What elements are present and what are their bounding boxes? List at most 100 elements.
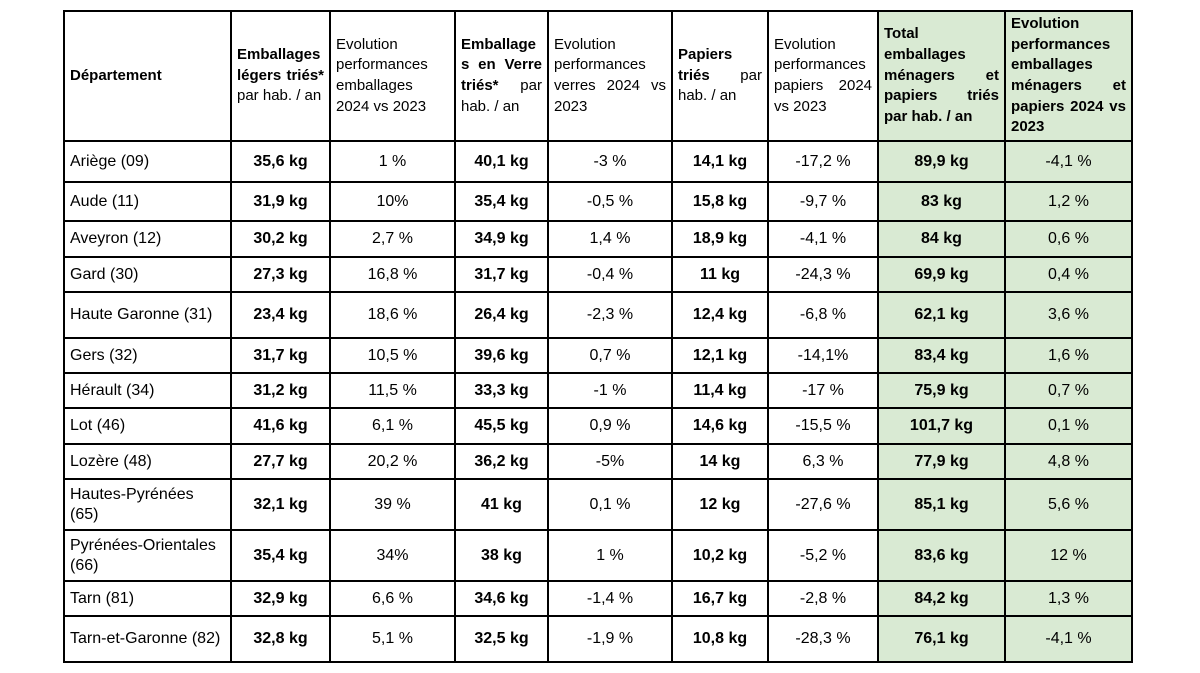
column-header-emballages_legers_tries: Emballages légers triés* par hab. / an xyxy=(230,9,331,143)
cell-departement-row12: Tarn-et-Garonne (82) xyxy=(63,615,232,664)
cell-emballages_verre_tries-row4: 26,4 kg xyxy=(454,291,549,340)
cell-emballages_legers_tries-row11: 32,9 kg xyxy=(230,580,331,618)
cell-evolution_emballages-row11: 6,6 % xyxy=(329,580,456,618)
cell-evolution_total-row2: 0,6 % xyxy=(1004,220,1133,259)
table-row: Aveyron (12) 30,2 kg 2,7 % 34,9 kg 1,4 % 18,9… xyxy=(63,220,1133,259)
cell-evolution_papiers-row2: -4,1 % xyxy=(767,220,879,259)
cell-total_emballages_papiers-row7: 101,7 kg xyxy=(877,407,1006,446)
cell-departement-row5: Gers (32) xyxy=(63,337,232,375)
table-body: Ariège (09) 35,6 kg 1 % 40,1 kg -3 % 14,1 kg -… xyxy=(63,140,1133,664)
table-row: Lozère (48) 27,7 kg 20,2 % 36,2 kg -5% 14 kg 6… xyxy=(63,443,1133,481)
cell-evolution_emballages-row4: 18,6 % xyxy=(329,291,456,340)
cell-departement-row4: Haute Garonne (31) xyxy=(63,291,232,340)
cell-emballages_legers_tries-row0: 35,6 kg xyxy=(230,140,331,184)
cell-evolution_verres-row10: 1 % xyxy=(547,529,673,583)
cell-departement-row9: Hautes-Pyrénées (65) xyxy=(63,478,232,532)
column-header-bold-text: Papiers triés xyxy=(678,46,733,84)
cell-evolution_papiers-row7: -15,5 % xyxy=(767,407,879,446)
cell-emballages_verre_tries-row0: 40,1 kg xyxy=(454,140,549,184)
cell-evolution_verres-row5: 0,7 % xyxy=(547,337,673,375)
cell-evolution_verres-row12: -1,9 % xyxy=(547,615,673,664)
cell-evolution_papiers-row0: -17,2 % xyxy=(767,140,879,184)
column-header-bold-text: Emballages en Verre triés* xyxy=(461,35,542,95)
column-header-evolution_verres: Evolution performances verres 2024 vs 20… xyxy=(547,9,673,143)
cell-emballages_legers_tries-row9: 32,1 kg xyxy=(230,478,331,532)
cell-departement-row0: Ariège (09) xyxy=(63,140,232,184)
cell-papiers_tries-row1: 15,8 kg xyxy=(671,181,769,223)
cell-evolution_emballages-row10: 34% xyxy=(329,529,456,583)
table-row: Ariège (09) 35,6 kg 1 % 40,1 kg -3 % 14,1 kg -… xyxy=(63,140,1133,184)
column-header-bold-text: Evolution performances emballages ménage… xyxy=(1011,15,1126,136)
cell-evolution_total-row11: 1,3 % xyxy=(1004,580,1133,618)
recycling-performance-table-wrap: Département Emballages légers triés* par … xyxy=(63,9,1133,664)
cell-evolution_verres-row11: -1,4 % xyxy=(547,580,673,618)
cell-emballages_verre_tries-row10: 38 kg xyxy=(454,529,549,583)
cell-papiers_tries-row5: 12,1 kg xyxy=(671,337,769,375)
table-row: Gers (32) 31,7 kg 10,5 % 39,6 kg 0,7 % 12,1 k… xyxy=(63,337,1133,375)
cell-evolution_emballages-row1: 10% xyxy=(329,181,456,223)
header-row: Département Emballages légers triés* par … xyxy=(63,9,1133,143)
column-header-papiers_tries: Papiers triés par hab. / an xyxy=(671,9,769,143)
cell-evolution_total-row10: 12 % xyxy=(1004,529,1133,583)
column-header-departement: Département xyxy=(63,9,232,143)
cell-evolution_total-row8: 4,8 % xyxy=(1004,443,1133,481)
cell-evolution_total-row7: 0,1 % xyxy=(1004,407,1133,446)
cell-evolution_papiers-row8: 6,3 % xyxy=(767,443,879,481)
cell-evolution_emballages-row0: 1 % xyxy=(329,140,456,184)
cell-papiers_tries-row8: 14 kg xyxy=(671,443,769,481)
cell-evolution_total-row12: -4,1 % xyxy=(1004,615,1133,664)
cell-evolution_verres-row3: -0,4 % xyxy=(547,256,673,294)
cell-departement-row8: Lozère (48) xyxy=(63,443,232,481)
cell-emballages_verre_tries-row8: 36,2 kg xyxy=(454,443,549,481)
column-header-regular-text: Evolution performances verres 2024 vs 20… xyxy=(554,35,666,115)
cell-evolution_verres-row6: -1 % xyxy=(547,372,673,410)
cell-evolution_papiers-row4: -6,8 % xyxy=(767,291,879,340)
table-row: Lot (46) 41,6 kg 6,1 % 45,5 kg 0,9 % 14,6 kg -… xyxy=(63,407,1133,446)
table-row: Hautes-Pyrénées (65) 32,1 kg 39 % 41 kg 0,1 … xyxy=(63,478,1133,532)
cell-emballages_verre_tries-row2: 34,9 kg xyxy=(454,220,549,259)
cell-total_emballages_papiers-row12: 76,1 kg xyxy=(877,615,1006,664)
cell-evolution_emballages-row12: 5,1 % xyxy=(329,615,456,664)
cell-evolution_verres-row4: -2,3 % xyxy=(547,291,673,340)
cell-total_emballages_papiers-row6: 75,9 kg xyxy=(877,372,1006,410)
cell-evolution_total-row9: 5,6 % xyxy=(1004,478,1133,532)
cell-emballages_legers_tries-row4: 23,4 kg xyxy=(230,291,331,340)
column-header-regular-text: Evolution performances papiers 2024 vs 2… xyxy=(774,35,872,115)
cell-departement-row2: Aveyron (12) xyxy=(63,220,232,259)
column-header-regular-text: par hab. / an xyxy=(678,66,762,105)
cell-departement-row1: Aude (11) xyxy=(63,181,232,223)
table-row: Haute Garonne (31) 23,4 kg 18,6 % 26,4 kg -2… xyxy=(63,291,1133,340)
cell-emballages_verre_tries-row1: 35,4 kg xyxy=(454,181,549,223)
cell-papiers_tries-row4: 12,4 kg xyxy=(671,291,769,340)
cell-evolution_papiers-row1: -9,7 % xyxy=(767,181,879,223)
cell-emballages_verre_tries-row5: 39,6 kg xyxy=(454,337,549,375)
column-header-evolution_papiers: Evolution performances papiers 2024 vs 2… xyxy=(767,9,879,143)
cell-total_emballages_papiers-row2: 84 kg xyxy=(877,220,1006,259)
cell-evolution_emballages-row6: 11,5 % xyxy=(329,372,456,410)
cell-total_emballages_papiers-row11: 84,2 kg xyxy=(877,580,1006,618)
column-header-regular-text: par hab. / an xyxy=(461,77,542,115)
column-header-evolution_total: Evolution performances emballages ménage… xyxy=(1004,9,1133,143)
cell-emballages_legers_tries-row1: 31,9 kg xyxy=(230,181,331,223)
cell-papiers_tries-row3: 11 kg xyxy=(671,256,769,294)
table-header: Département Emballages légers triés* par … xyxy=(63,9,1133,143)
cell-evolution_verres-row9: 0,1 % xyxy=(547,478,673,532)
cell-evolution_papiers-row10: -5,2 % xyxy=(767,529,879,583)
cell-total_emballages_papiers-row1: 83 kg xyxy=(877,181,1006,223)
cell-papiers_tries-row0: 14,1 kg xyxy=(671,140,769,184)
cell-emballages_legers_tries-row7: 41,6 kg xyxy=(230,407,331,446)
cell-evolution_total-row3: 0,4 % xyxy=(1004,256,1133,294)
cell-total_emballages_papiers-row10: 83,6 kg xyxy=(877,529,1006,583)
cell-evolution_total-row5: 1,6 % xyxy=(1004,337,1133,375)
table-row: Aude (11) 31,9 kg 10% 35,4 kg -0,5 % 15,8 kg -… xyxy=(63,181,1133,223)
cell-evolution_papiers-row12: -28,3 % xyxy=(767,615,879,664)
cell-evolution_verres-row2: 1,4 % xyxy=(547,220,673,259)
cell-departement-row6: Hérault (34) xyxy=(63,372,232,410)
cell-emballages_legers_tries-row3: 27,3 kg xyxy=(230,256,331,294)
column-header-evolution_emballages: Evolution performances emballages 2024 v… xyxy=(329,9,456,143)
cell-emballages_legers_tries-row12: 32,8 kg xyxy=(230,615,331,664)
recycling-performance-table: Département Emballages légers triés* par … xyxy=(63,9,1133,664)
cell-evolution_papiers-row3: -24,3 % xyxy=(767,256,879,294)
column-header-bold-text: Département xyxy=(70,66,162,84)
cell-evolution_verres-row1: -0,5 % xyxy=(547,181,673,223)
